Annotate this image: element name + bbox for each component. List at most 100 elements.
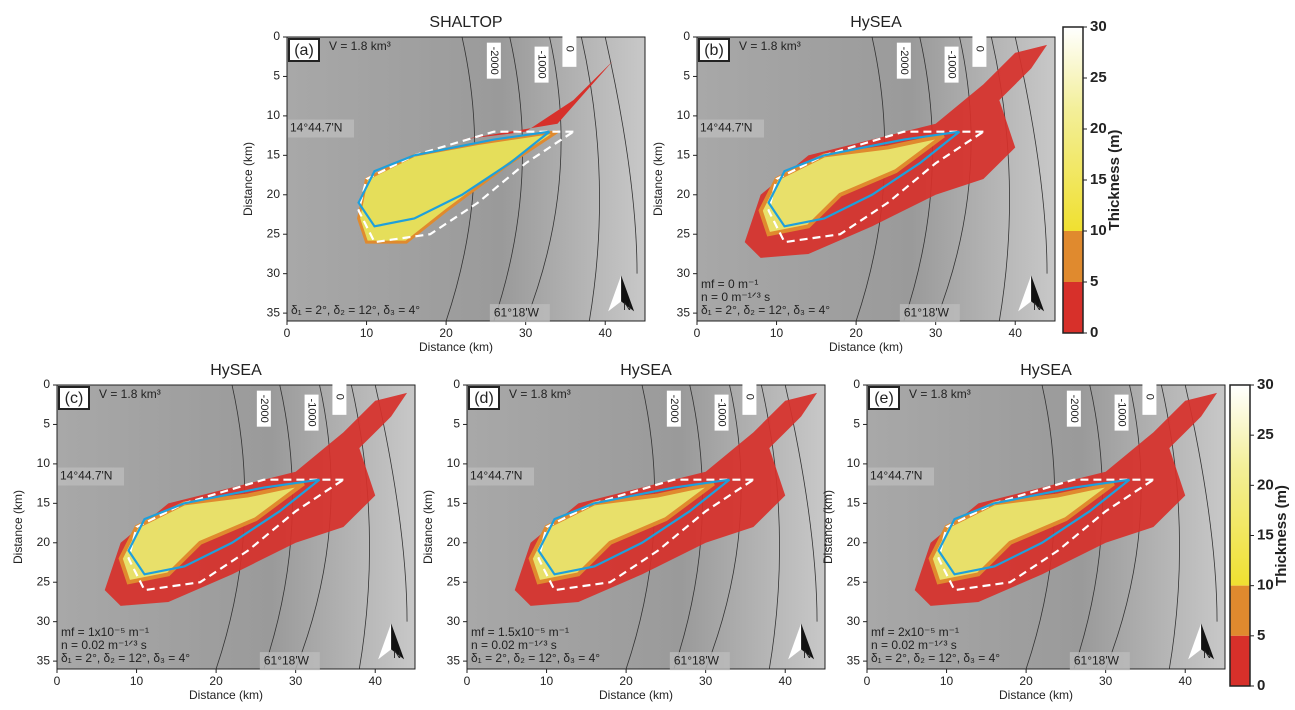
y-axis-label: Distance (km) [421, 490, 435, 564]
x-tick-label: 30 [929, 326, 943, 340]
y-tick-label: 10 [847, 456, 861, 470]
y-tick-label: 0 [273, 29, 280, 43]
x-tick-label: 30 [289, 674, 303, 688]
y-axis-label: Distance (km) [241, 142, 255, 216]
contour-label-box [896, 42, 911, 79]
y-tick-label: 10 [677, 108, 691, 122]
parameter: δ₁ = 2°, δ₂ = 12°, δ₃ = 4° [471, 651, 600, 665]
x-tick-label: 0 [864, 674, 871, 688]
longitude: 61°18'W [1074, 653, 1120, 667]
lat-box [468, 467, 534, 486]
contour-line [525, 36, 562, 322]
north-arrow-left [378, 623, 392, 660]
panel-title: HySEA [210, 362, 262, 379]
map-frame [466, 384, 826, 670]
colorbar-tick-label: 0 [1257, 677, 1265, 694]
panel-title: SHALTOP [429, 14, 502, 31]
volume: V = 1.8 km³ [329, 39, 391, 53]
y-tick-label: 0 [683, 29, 690, 43]
x-tick-label: 10 [360, 326, 374, 340]
latitude: 14°44.7'N [870, 469, 922, 483]
north-arrow-right [1201, 623, 1215, 660]
parameter: δ₁ = 2°, δ₂ = 12°, δ₃ = 4° [871, 651, 1000, 665]
x-tick-label: 40 [1009, 326, 1023, 340]
contour-label-box [714, 394, 729, 431]
panel-label: (c) [65, 390, 84, 407]
colorbar-label: Thickness (m) [1273, 485, 1290, 586]
panel-label: (b) [704, 42, 724, 59]
map-frame [696, 36, 1056, 322]
x-tick-label: 0 [694, 326, 701, 340]
latitude: 14°44.7'N [700, 121, 752, 135]
y-tick-label: 10 [267, 108, 281, 122]
contour-label-box [562, 30, 577, 67]
x-tick-label: 30 [1099, 674, 1113, 688]
x-tick-label: 10 [130, 674, 144, 688]
y-tick-label: 0 [43, 377, 50, 391]
reference-outline [767, 130, 961, 228]
observed-outline [127, 478, 345, 592]
y-tick-label: 25 [847, 574, 861, 588]
x-tick-label: 40 [599, 326, 613, 340]
y-tick-label: 20 [677, 187, 691, 201]
north-label: N [1203, 649, 1211, 661]
panel-label-box [868, 386, 900, 410]
y-tick-label: 5 [273, 69, 280, 83]
observed-outline [357, 130, 575, 244]
y-tick-label: 15 [677, 148, 691, 162]
parameter: δ₁ = 2°, δ₂ = 12°, δ₃ = 4° [291, 303, 420, 317]
contour-label-box [304, 394, 319, 431]
reference-outline [537, 478, 731, 576]
y-tick-label: 0 [853, 377, 860, 391]
y-tick-label: 5 [853, 417, 860, 431]
y-tick-label: 30 [37, 614, 51, 628]
y-tick-label: 25 [447, 574, 461, 588]
longitude: 61°18'W [494, 305, 540, 319]
x-tick-label: 20 [849, 326, 863, 340]
parameter: n = 0.02 m⁻¹ᐟ³ s [61, 638, 147, 652]
x-axis-label: Distance (km) [599, 688, 673, 702]
y-tick-label: 15 [847, 496, 861, 510]
volume: V = 1.8 km³ [909, 387, 971, 401]
y-tick-label: 35 [37, 653, 51, 667]
colorbar-tick-label: 20 [1257, 476, 1274, 493]
colorbar-low [1230, 635, 1250, 686]
reference-outline [937, 478, 1131, 576]
contour-label: -1000 [1116, 399, 1128, 427]
contour-label: 0 [334, 394, 346, 400]
lon-box [899, 304, 960, 323]
x-tick-label: 0 [464, 674, 471, 688]
colorbar-tick-label: 10 [1257, 577, 1274, 594]
colorbar-tick-label: 15 [1257, 526, 1274, 543]
panel-title: HySEA [850, 14, 902, 31]
map-frame [56, 384, 416, 670]
lat-box [58, 467, 124, 486]
colorbar-high [1063, 27, 1083, 231]
x-tick-label: 20 [439, 326, 453, 340]
latitude: 14°44.7'N [290, 121, 342, 135]
contour-label: -1000 [716, 399, 728, 427]
north-label: N [1033, 301, 1041, 313]
y-axis-label: Distance (km) [651, 142, 665, 216]
y-tick-label: 5 [43, 417, 50, 431]
contour-label: -2000 [668, 395, 680, 423]
longitude: 61°18'W [904, 305, 950, 319]
volume: V = 1.8 km³ [509, 387, 571, 401]
north-arrow-right [621, 275, 635, 312]
x-tick-label: 20 [619, 674, 633, 688]
contour-label: -2000 [1068, 395, 1080, 423]
contour-label-box [486, 42, 501, 79]
contour-label: 0 [974, 46, 986, 52]
colorbar-tick-label: 0 [1090, 324, 1098, 341]
colorbar-mid [1063, 231, 1083, 282]
y-tick-label: 5 [683, 69, 690, 83]
colorbar-tick-label: 30 [1090, 18, 1107, 35]
colorbar-tick-label: 15 [1090, 171, 1107, 188]
volume: V = 1.8 km³ [99, 387, 161, 401]
contour-label-box [1142, 378, 1157, 415]
reference-outline [357, 130, 551, 228]
y-tick-label: 20 [847, 535, 861, 549]
y-axis-label: Distance (km) [11, 490, 25, 564]
parameter: n = 0 m⁻¹ᐟ³ s [701, 290, 770, 304]
